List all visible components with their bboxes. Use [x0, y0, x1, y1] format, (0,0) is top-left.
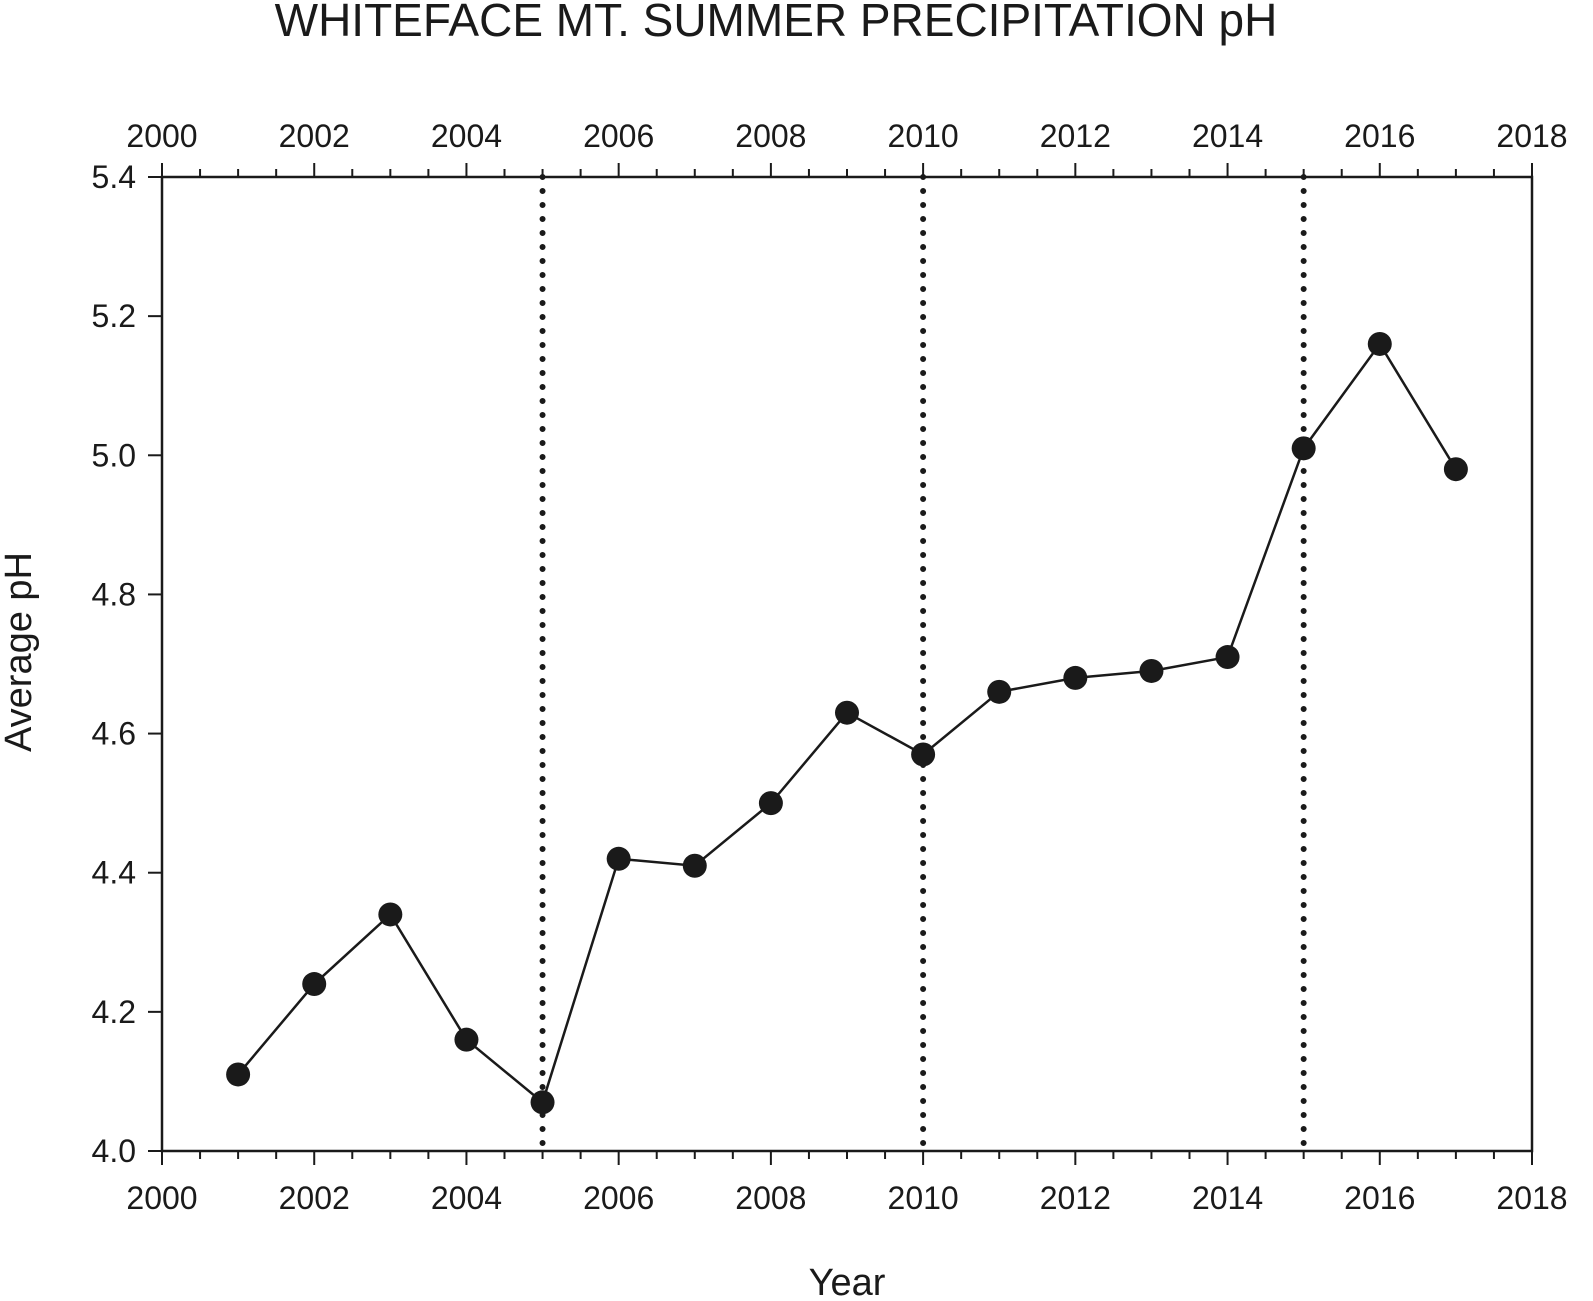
top-tick-label: 2010: [888, 118, 959, 154]
y-axis: 4.0 4.2 4.4 4.6 4.8 5.0 5.2 5.4: [92, 159, 162, 1169]
y-tick-label: 4.2: [92, 994, 136, 1030]
top-tick-label: 2014: [1192, 118, 1263, 154]
x-tick-label: 2008: [735, 1180, 806, 1216]
y-tick-label: 4.0: [92, 1133, 136, 1169]
data-point: [378, 902, 403, 927]
top-tick-label: 2008: [735, 118, 806, 154]
x-tick-label: 2014: [1192, 1180, 1263, 1216]
x-tick-label: 2012: [1040, 1180, 1111, 1216]
x-tick-label: 2006: [583, 1180, 654, 1216]
top-axis: 2000 2002 2004 2006 2008 2010 2012 2014 2016 2018: [126, 118, 1568, 177]
data-point: [758, 791, 783, 816]
data-point: [1367, 331, 1392, 356]
y-tick-label: 5.0: [92, 437, 136, 473]
x-tick-label: 2004: [431, 1180, 502, 1216]
x-axis: 2000 2002 2004 2006 2008 2010 2012 2014 2016 2018: [126, 1151, 1568, 1216]
y-tick-label: 5.4: [92, 159, 136, 195]
top-tick-label: 2012: [1040, 118, 1111, 154]
y-tick-label: 5.2: [92, 298, 136, 334]
data-point: [1215, 645, 1240, 670]
x-tick-label: 2010: [888, 1180, 959, 1216]
data-point: [1443, 457, 1468, 482]
y-tick-label: 4.6: [92, 716, 136, 752]
top-tick-label: 2002: [279, 118, 350, 154]
top-tick-label: 2018: [1496, 118, 1567, 154]
data-point: [682, 853, 707, 878]
data-series: [226, 331, 1468, 1115]
data-point: [226, 1062, 251, 1087]
data-point: [1139, 658, 1164, 683]
top-tick-label: 2000: [126, 118, 197, 154]
x-axis-label: Year: [809, 1262, 886, 1301]
data-point: [530, 1090, 555, 1115]
data-point: [911, 742, 936, 767]
data-point: [987, 679, 1012, 704]
plot-area-frame: [160, 175, 1534, 1153]
data-point: [302, 972, 327, 997]
top-tick-label: 2004: [431, 118, 502, 154]
top-tick-label: 2016: [1344, 118, 1415, 154]
x-tick-label: 2002: [279, 1180, 350, 1216]
data-point: [1063, 665, 1088, 690]
data-point: [1291, 436, 1316, 461]
data-point: [606, 846, 631, 871]
reference-lines: [539, 174, 1307, 1154]
data-point: [454, 1027, 479, 1052]
y-tick-label: 4.4: [92, 855, 136, 891]
top-tick-label: 2006: [583, 118, 654, 154]
y-tick-label: 4.8: [92, 576, 136, 612]
x-tick-label: 2018: [1496, 1180, 1567, 1216]
data-point: [835, 700, 859, 725]
chart-title: WHITEFACE MT. SUMMER PRECIPITATION pH: [275, 0, 1278, 46]
y-axis-label: Average pH: [0, 552, 40, 752]
x-tick-label: 2000: [126, 1180, 197, 1216]
x-tick-label: 2016: [1344, 1180, 1415, 1216]
